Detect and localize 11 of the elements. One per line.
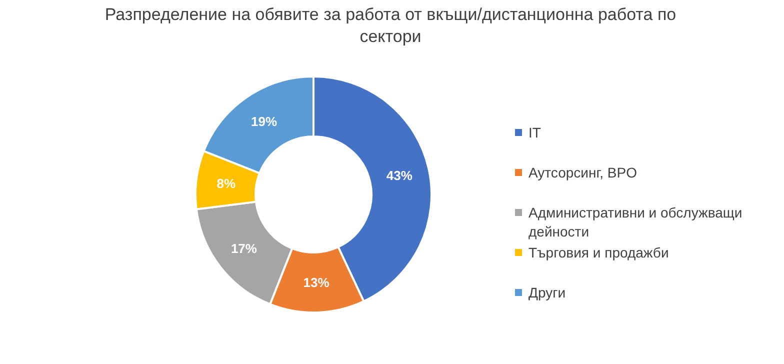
data-label: 13% (303, 274, 330, 290)
legend-label: IT (528, 124, 542, 140)
legend-label: Други (528, 284, 566, 300)
data-label: 8% (216, 176, 236, 191)
legend-label: Административни и обслужващи дейности (528, 204, 742, 240)
legend-label: Аутсорсинг, BPO (528, 164, 638, 180)
data-label: 19% (251, 114, 278, 130)
data-label: 17% (230, 240, 258, 256)
chart-title: Разпределение на обявите за работа от вкъщи/дистанционна работа по сектори (104, 5, 676, 46)
data-label: 43% (386, 168, 413, 183)
legend-label: Търговия и продажби (528, 244, 669, 260)
